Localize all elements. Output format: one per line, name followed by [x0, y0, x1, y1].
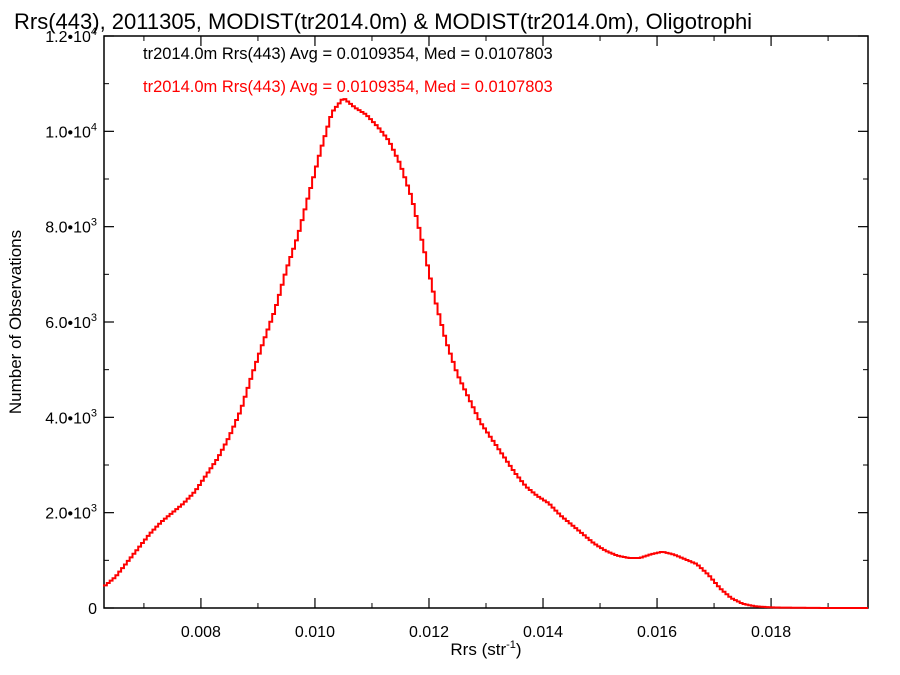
y-tick-label: 1.2•104 [45, 26, 97, 46]
y-tick-label: 0 [88, 601, 97, 618]
x-tick-label: 0.014 [523, 624, 563, 641]
x-axis-label-sup: -1 [506, 639, 516, 651]
histogram-series-line [103, 98, 868, 609]
x-tick-label: 0.012 [409, 624, 449, 641]
x-tick-label: 0.018 [751, 624, 791, 641]
chart-title: Rrs(443), 2011305, MODIST(tr2014.0m) & M… [14, 9, 752, 34]
x-axis-label-close: ) [516, 640, 522, 659]
y-axis-ticks: 0 2.0•103 4.0•103 6.0•103 8.0•103 1.0•104 1.2•… [45, 26, 868, 618]
y-tick-label: 1.0•104 [45, 121, 97, 141]
x-axis-label-main: Rrs (str [450, 640, 506, 659]
x-axis-ticks: 0.008 0.010 0.012 0.014 0.016 0.018 [143, 36, 829, 641]
y-tick-label: 4.0•103 [45, 407, 97, 427]
annotation-red: tr2014.0m Rrs(443) Avg = 0.0109354, Med … [143, 78, 553, 96]
y-tick-label: 6.0•103 [45, 312, 97, 332]
x-tick-label: 0.008 [181, 624, 221, 641]
x-axis-label: Rrs (str-1) [450, 639, 521, 659]
y-tick-label: 8.0•103 [45, 217, 97, 237]
y-tick-label: 2.0•103 [45, 503, 97, 523]
plot-frame [103, 35, 869, 609]
y-axis-label: Number of Observations [6, 230, 25, 414]
x-tick-label: 0.010 [295, 624, 335, 641]
x-tick-label: 0.016 [637, 624, 677, 641]
annotation-black: tr2014.0m Rrs(443) Avg = 0.0109354, Med … [143, 45, 553, 63]
